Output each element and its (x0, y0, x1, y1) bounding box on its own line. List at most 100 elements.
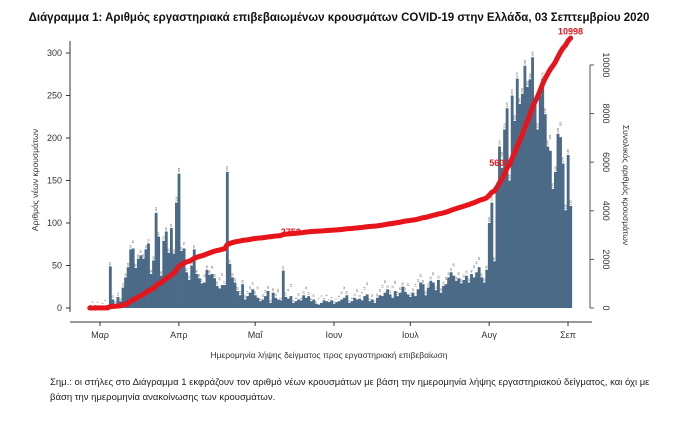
y2-tick-label: 4000 (601, 201, 611, 221)
bar-data-label: 160 (225, 166, 229, 171)
bar-data-label: 250 (510, 89, 514, 94)
bar-data-label: 10 (312, 294, 316, 298)
bar-data-label: 20 (235, 286, 239, 290)
bar-data-label: 6 (268, 300, 272, 302)
bar-data-label: 25 (401, 282, 405, 286)
bar (157, 236, 161, 308)
cumulative-point (537, 88, 543, 94)
bar (169, 228, 173, 308)
bar (414, 296, 417, 308)
bar-data-label: 150 (508, 174, 512, 179)
bar-data-label: 28 (421, 280, 425, 284)
bar (210, 274, 214, 308)
bar (213, 278, 217, 308)
bar-data-label: 44 (281, 266, 285, 270)
bar-data-label: 19 (403, 287, 407, 291)
bar-data-label: 120 (569, 200, 573, 205)
bar (147, 243, 150, 308)
bar-data-label: 14 (246, 290, 250, 294)
bar (543, 114, 547, 308)
bar-data-label: 14 (263, 289, 267, 293)
bar-data-label: 6 (319, 295, 323, 297)
cumulative-point (535, 94, 540, 100)
bar (192, 249, 196, 308)
bar-data-label: 140 (495, 183, 499, 188)
bar-data-label: 32 (454, 276, 458, 280)
bar (536, 129, 540, 308)
bar-data-label: 10 (276, 289, 280, 293)
bar-data-label: 14 (363, 286, 367, 290)
cumulative-point (522, 125, 528, 131)
bar (126, 267, 130, 308)
bar-data-label: 12 (274, 293, 278, 297)
bar (337, 301, 341, 308)
bar-data-label: 165 (500, 151, 504, 156)
bar-data-label: 35 (457, 272, 461, 276)
bar (284, 296, 288, 308)
bar-data-label: 15 (301, 291, 305, 295)
bar (383, 292, 387, 308)
bar-data-label: 8 (294, 297, 298, 299)
bar-data-label: 42 (184, 268, 188, 272)
bar-data-label: 10 (370, 294, 374, 298)
chart-note: Σημ.: οι στήλες στο Διάγραμμα 1 εκφράζου… (50, 377, 650, 403)
bar-data-label: 6 (291, 300, 295, 302)
bar (141, 258, 145, 308)
bar-data-label: 10 (296, 293, 300, 297)
bar-data-label: 23 (218, 277, 222, 281)
bar-data-label: 84 (157, 232, 161, 236)
x-tick-label: Αυγ (481, 330, 497, 340)
bar (335, 302, 339, 308)
bar-data-label: 33 (436, 275, 440, 279)
bar-data-label: 16 (406, 283, 410, 287)
bar (223, 285, 227, 308)
bar (401, 286, 405, 308)
bar-data-label: 30 (202, 274, 206, 278)
bar (492, 261, 496, 308)
cumulative-point (540, 81, 545, 87)
y2-axis-label: Συνολικός αριθμός κρουσμάτων (621, 125, 631, 245)
bar (409, 296, 412, 308)
bar-data-label: 5 (332, 301, 336, 303)
bar (429, 280, 433, 308)
x-tick-label: Σεπ (560, 330, 576, 340)
bar (498, 146, 501, 308)
cumulative-point (545, 71, 551, 77)
bar-data-label: 16 (365, 282, 369, 286)
cumulative-point (509, 156, 515, 161)
bar-data-label: 67 (179, 246, 183, 250)
bar-data-label: 47 (134, 263, 138, 267)
x-tick-label: Ιουν (326, 330, 343, 340)
bar (444, 284, 448, 308)
bar (154, 212, 158, 308)
bar-data-label: 55 (492, 257, 496, 261)
bar-data-label: 15 (238, 291, 242, 295)
chart-title: Διάγραμμα 1: Αριθμός εργαστηριακά επιβεβ… (28, 12, 650, 24)
bar (164, 231, 168, 308)
bar-data-label: 42 (474, 261, 478, 265)
cumulative-point (507, 162, 512, 167)
bar (487, 223, 491, 308)
bar (294, 301, 298, 308)
bar (172, 253, 176, 308)
bar (505, 108, 509, 308)
bar-data-label: 270 (515, 72, 519, 77)
bar (108, 266, 112, 308)
bar (421, 284, 425, 308)
bar-data-label: 40 (210, 265, 214, 269)
bar-data-label: 124 (490, 196, 494, 201)
annotations-layer: 2752 5600 10998 (281, 27, 583, 237)
bar-data-label: 48 (477, 257, 481, 261)
bar (360, 300, 364, 308)
bar (520, 93, 524, 308)
bar-data-label: 8 (350, 297, 354, 299)
bar-data-label: 190 (546, 140, 550, 145)
bar (251, 289, 255, 308)
bar (419, 282, 423, 308)
bar-data-label: 100 (487, 217, 491, 222)
cumulative-point (502, 171, 507, 177)
bar (253, 295, 257, 308)
bar-data-label: 10 (340, 291, 344, 295)
